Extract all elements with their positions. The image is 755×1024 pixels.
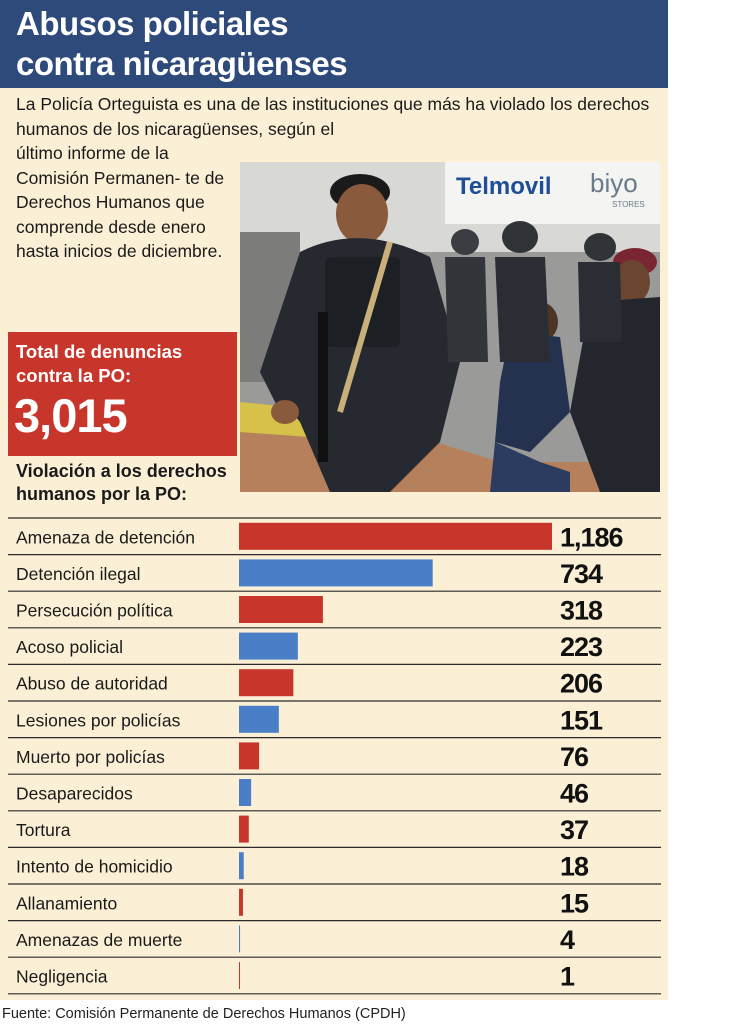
bar-12 xyxy=(239,925,241,953)
total-complaints-label: Total de denuncias contra la PO: xyxy=(16,341,183,386)
category-label: Allanamiento xyxy=(16,893,117,913)
intro-text-continued: último informe de la Comisión Permanen- … xyxy=(16,143,225,261)
category-label: Abuso de autoridad xyxy=(16,674,168,694)
intro-text: La Policía Orteguista es una de las inst… xyxy=(16,94,650,139)
category-label: Muerto por policías xyxy=(16,747,165,767)
value-label: 318 xyxy=(560,596,603,626)
bar-9 xyxy=(239,815,249,843)
value-label: 46 xyxy=(560,779,589,809)
category-label: Detención ilegal xyxy=(16,564,141,584)
value-label: 1,186 xyxy=(560,522,624,552)
category-label: Intento de homicidio xyxy=(16,857,173,877)
bar-8 xyxy=(239,779,252,806)
value-label: 223 xyxy=(560,632,603,662)
total-complaints-value: 3,015 xyxy=(14,389,128,442)
title-line-2: contra nicaragüenses xyxy=(16,45,348,82)
store-sign-text: Telmovil xyxy=(456,173,552,200)
value-label: 18 xyxy=(560,852,589,882)
bar-4 xyxy=(239,632,298,660)
header-banner: Abusos policiales contra nicaragüenses xyxy=(0,0,668,88)
category-label: Acoso policial xyxy=(16,637,123,657)
value-label: 1 xyxy=(560,962,575,992)
page-title: Abusos policiales contra nicaragüenses xyxy=(16,4,656,84)
value-label: 206 xyxy=(560,669,603,699)
value-label: 15 xyxy=(560,888,589,918)
source-note: Fuente: Comisión Permanente de Derechos … xyxy=(2,1006,406,1022)
value-label: 151 xyxy=(560,705,603,735)
bar-13 xyxy=(239,962,240,989)
news-photo: Telmovil biyo STORES xyxy=(240,162,660,492)
police-photo-illustration: Telmovil biyo STORES xyxy=(240,162,660,492)
bar-7 xyxy=(239,742,260,770)
category-label: Negligencia xyxy=(16,967,108,987)
bar-11 xyxy=(239,888,243,916)
value-label: 4 xyxy=(560,925,575,955)
bar-10 xyxy=(239,852,244,880)
bar-3 xyxy=(239,596,323,623)
category-label: Amenaza de detención xyxy=(16,527,195,547)
store-sign-sub: STORES xyxy=(612,200,645,209)
category-label: Persecución política xyxy=(16,601,173,621)
category-label: Tortura xyxy=(16,820,71,840)
bar-6 xyxy=(239,705,279,733)
bar-1 xyxy=(239,522,552,550)
total-complaints-box: Total de denuncias contra la PO: 3,015 xyxy=(8,332,237,456)
category-label: Lesiones por policías xyxy=(16,710,181,730)
title-line-1: Abusos policiales xyxy=(16,5,289,42)
category-label: Amenazas de muerte xyxy=(16,930,182,950)
value-label: 76 xyxy=(560,742,589,772)
bar-2 xyxy=(239,559,433,587)
value-label: 37 xyxy=(560,815,588,845)
chart-title: Violación a los derechos humanos por la … xyxy=(16,461,227,504)
store-sign-text-2: biyo xyxy=(590,168,638,198)
bar-5 xyxy=(239,669,294,697)
category-label: Desaparecidos xyxy=(16,784,133,804)
value-label: 734 xyxy=(560,559,603,589)
